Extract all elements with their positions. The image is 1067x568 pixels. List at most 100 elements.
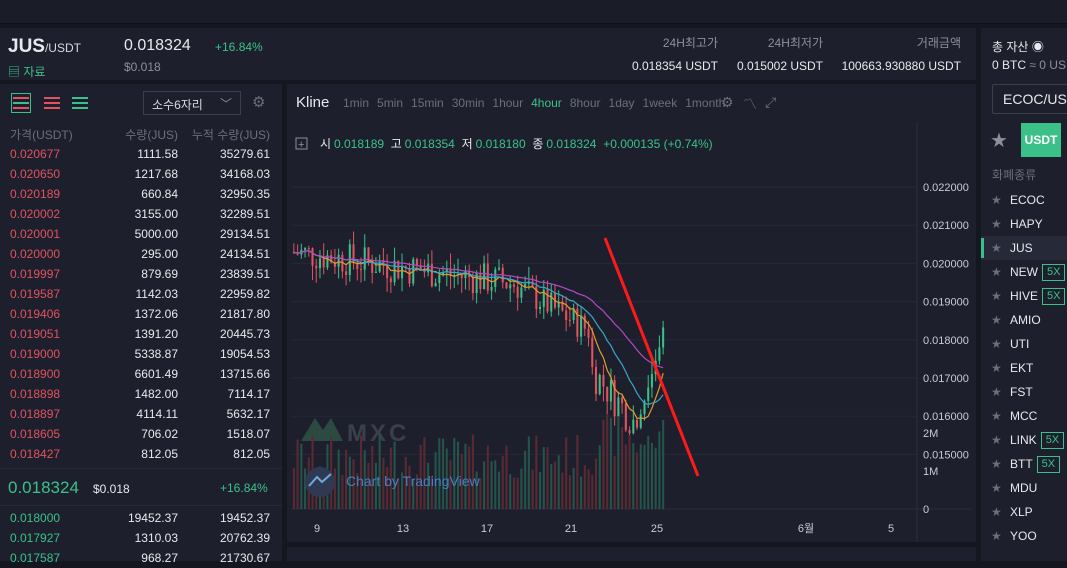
ask-row[interactable]: 0.018898 1482.00 7114.17 — [0, 384, 282, 404]
star-icon[interactable]: ★ — [991, 457, 1002, 471]
bid-row[interactable]: 0.018000 19452.37 19452.37 — [0, 508, 282, 528]
star-icon[interactable]: ★ — [991, 265, 1002, 279]
coin-item-btt[interactable]: ★ BTT 5X — [981, 452, 1067, 476]
star-icon[interactable]: ★ — [991, 529, 1002, 543]
ask-row[interactable]: 0.018427 812.05 812.05 — [0, 444, 282, 464]
bid-row[interactable]: 0.017927 1310.03 20762.39 — [0, 528, 282, 548]
interval-tab-1hour[interactable]: 1hour — [492, 96, 524, 110]
coin-item-mcc[interactable]: ★ MCC — [981, 404, 1067, 428]
coin-item-new[interactable]: ★ NEW 5X — [981, 260, 1067, 284]
candle — [628, 430, 631, 434]
candle — [378, 261, 381, 272]
star-icon[interactable]: ★ — [991, 337, 1002, 351]
ask-row[interactable]: 0.019997 879.69 23839.51 — [0, 264, 282, 284]
interval-tab-1min[interactable]: 1min — [343, 96, 370, 110]
book-bids-icon[interactable] — [71, 94, 89, 112]
coin-item-hapy[interactable]: ★ HAPY — [981, 212, 1067, 236]
leverage-badge: 5X — [1040, 432, 1065, 450]
interval-tab-8hour[interactable]: 8hour — [569, 96, 601, 110]
volume-bar — [475, 471, 478, 509]
chart-settings-icon[interactable]: ⚙ — [721, 94, 734, 110]
ask-row[interactable]: 0.020650 1217.68 34168.03 — [0, 164, 282, 184]
candle — [352, 244, 355, 263]
star-icon[interactable]: ★ — [991, 433, 1002, 447]
total-cell: 20445.73 — [219, 327, 270, 341]
ask-row[interactable]: 0.018897 4114.11 5632.17 — [0, 404, 282, 424]
volume-bar — [371, 445, 374, 509]
interval-tab-30min[interactable]: 30min — [451, 96, 485, 110]
tab-usdt[interactable]: USDT — [1021, 123, 1061, 157]
coin-item-yoo[interactable]: ★ YOO — [981, 524, 1067, 548]
coin-item-hive[interactable]: ★ HIVE 5X — [981, 284, 1067, 308]
star-icon[interactable]: ★ — [991, 505, 1002, 519]
star-icon[interactable]: ★ — [991, 385, 1002, 399]
ask-row[interactable]: 0.019406 1372.06 21817.80 — [0, 304, 282, 324]
star-icon[interactable]: ★ — [991, 241, 1002, 255]
coin-item-fst[interactable]: ★ FST — [981, 380, 1067, 404]
info-link[interactable]: ▤ 자료 — [8, 65, 46, 79]
candle — [419, 265, 422, 271]
total-cell: 20762.39 — [219, 531, 270, 545]
indicators-icon[interactable]: 〽 — [743, 96, 757, 112]
total-cell: 1518.07 — [226, 427, 270, 441]
ask-row[interactable]: 0.018605 706.02 1518.07 — [0, 424, 282, 444]
ask-row[interactable]: 0.020002 3155.00 32289.51 — [0, 204, 282, 224]
coin-item-ecoc[interactable]: ★ ECOC — [981, 188, 1067, 212]
ask-row[interactable]: 0.018900 6601.49 13715.66 — [0, 364, 282, 384]
star-icon[interactable]: ★ — [991, 193, 1002, 207]
volume-bar — [527, 436, 530, 509]
star-icon[interactable]: ★ — [991, 289, 1002, 303]
chevron-down-icon: ﹀ — [219, 97, 232, 111]
star-icon[interactable]: ★ — [991, 481, 1002, 495]
interval-tab-1month[interactable]: 1month — [685, 96, 726, 110]
interval-tab-5min[interactable]: 5min — [377, 96, 404, 110]
interval-tab-1week[interactable]: 1week — [642, 96, 678, 110]
time-axis-label: 13 — [397, 523, 409, 535]
interval-tab-15min[interactable]: 15min — [411, 96, 444, 110]
star-icon[interactable]: ★ — [991, 217, 1002, 231]
coin-name: EKT — [1010, 361, 1034, 375]
interval-tab-1day[interactable]: 1day — [608, 96, 635, 110]
favorites-star-icon[interactable]: ★ — [990, 130, 1008, 152]
star-icon[interactable]: ★ — [991, 361, 1002, 375]
bid-row[interactable]: 0.017587 968.27 21730.67 — [0, 548, 282, 568]
eye-icon[interactable]: ◉ — [1031, 40, 1044, 54]
volume-bar — [591, 474, 594, 509]
ask-row[interactable]: 0.020001 5000.00 29134.51 — [0, 224, 282, 244]
volume-bar — [438, 438, 441, 509]
market-search-input[interactable]: ECOC/USDT — [992, 84, 1067, 114]
book-asks-icon[interactable] — [43, 94, 61, 112]
ask-row[interactable]: 0.020189 660.84 32950.35 — [0, 184, 282, 204]
interval-tab-4hour[interactable]: 4hour — [531, 96, 562, 110]
coin-item-link[interactable]: ★ LINK 5X — [981, 428, 1067, 452]
ask-row[interactable]: 0.019587 1142.03 22959.82 — [0, 284, 282, 304]
coin-name: BTT — [1010, 457, 1033, 471]
star-icon[interactable]: ★ — [991, 313, 1002, 327]
candle — [635, 419, 639, 428]
star-icon[interactable]: ★ — [991, 409, 1002, 423]
coin-name: UTI — [1010, 337, 1030, 351]
book-both-icon[interactable] — [11, 93, 31, 113]
leverage-badge: 5X — [1042, 288, 1066, 306]
coin-item-xlp[interactable]: ★ XLP — [981, 500, 1067, 524]
ask-row[interactable]: 0.019000 5338.87 19054.53 — [0, 344, 282, 364]
ask-row[interactable]: 0.019051 1391.20 20445.73 — [0, 324, 282, 344]
pair-name[interactable]: JUS/USDT — [8, 36, 81, 57]
document-icon: ▤ — [8, 65, 21, 79]
volume-bar — [445, 448, 448, 509]
ask-row[interactable]: 0.020677 1111.58 35279.61 — [0, 144, 282, 164]
coin-item-ekt[interactable]: ★ EKT — [981, 356, 1067, 380]
coin-item-amio[interactable]: ★ AMIO — [981, 308, 1067, 332]
candle — [647, 387, 650, 401]
ohlc-legend-text: 저 — [462, 137, 473, 151]
candle — [311, 248, 314, 266]
ask-row[interactable]: 0.020000 295.00 24134.51 — [0, 244, 282, 264]
coin-item-uti[interactable]: ★ UTI — [981, 332, 1067, 356]
gear-icon[interactable]: ⚙ — [252, 94, 266, 111]
candle — [304, 248, 307, 250]
coin-item-mdu[interactable]: ★ MDU — [981, 476, 1067, 500]
kline-chart[interactable]: 0.022000 0.021000 0.020000 0.019000 0.018000… — [287, 122, 976, 542]
coin-item-jus[interactable]: ★ JUS — [981, 236, 1067, 260]
decimals-select[interactable]: 소수6자리 ﹀ — [143, 91, 241, 115]
fullscreen-icon[interactable]: ⤢ — [765, 94, 777, 110]
